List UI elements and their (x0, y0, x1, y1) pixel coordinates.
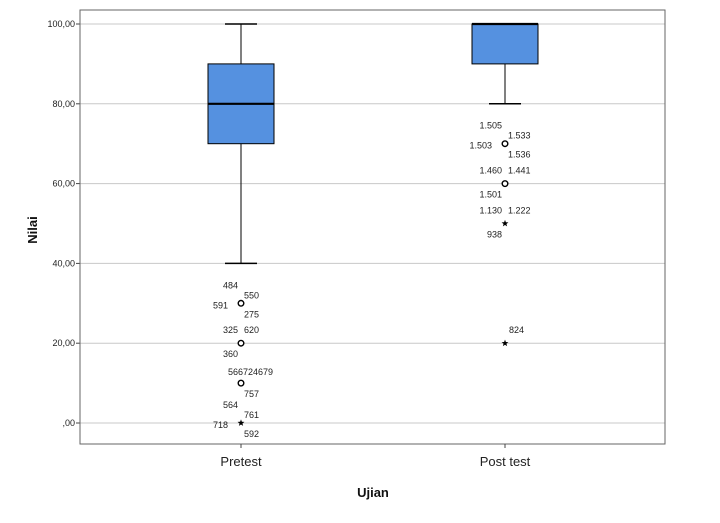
outlier-circle (237, 299, 245, 307)
outlier-circle (501, 180, 509, 188)
y-axis-ticks: ,00 20,00 40,00 60,00 80,00 100,00 (47, 19, 80, 428)
y-tick-label: ,00 (62, 418, 75, 428)
outlier-group: 824 (501, 325, 524, 347)
outlier-group: 325 620 360 (223, 325, 259, 359)
y-tick-label: 80,00 (52, 99, 75, 109)
outlier-label: 757 (244, 389, 259, 399)
outlier-label: 566724679 (228, 367, 273, 377)
outlier-label: 564 (223, 400, 238, 410)
outlier-group: 1.130 1.222 938 (479, 206, 530, 240)
outlier-label: 550 (244, 290, 259, 300)
outlier-label: 1.130 (479, 206, 502, 216)
x-axis-title: Ujian (357, 485, 389, 500)
y-tick-label: 100,00 (47, 19, 75, 29)
outliers: 484 550 591 275 325 620 360 566724679 757 564 761 7… (213, 121, 531, 439)
y-tick-label: 20,00 (52, 338, 75, 348)
outlier-label: 591 (213, 300, 228, 310)
outlier-label: 360 (223, 349, 238, 359)
outlier-label: 1.441 (508, 166, 531, 176)
outlier-label: 824 (509, 325, 524, 335)
x-category-label: Pretest (220, 454, 262, 469)
outlier-group: 484 550 591 275 (213, 280, 259, 319)
outlier-group: 1.460 1.441 1.501 (479, 166, 530, 200)
outlier-label: 718 (213, 420, 228, 430)
outlier-star (501, 339, 509, 347)
box-1 (207, 23, 275, 265)
axes (79, 9, 666, 445)
outlier-label: 938 (487, 230, 502, 240)
y-axis-title: Nilai (25, 216, 40, 243)
outlier-label: 275 (244, 309, 259, 319)
outlier-label: 620 (244, 325, 259, 335)
outlier-label: 325 (223, 325, 238, 335)
outlier-circle (237, 339, 245, 347)
outlier-label: 1.501 (479, 190, 502, 200)
gridlines (80, 23, 665, 424)
outlier-label: 484 (223, 280, 238, 290)
outlier-label: 1.460 (479, 166, 502, 176)
outlier-label: 1.222 (508, 206, 531, 216)
outlier-label: 1.505 (479, 121, 502, 131)
outlier-group: 564 761 718 592 (213, 400, 259, 439)
outlier-group: 1.505 1.533 1.503 1.536 (469, 121, 530, 160)
outlier-label: 1.503 (469, 141, 492, 151)
outlier-group: 566724679 757 (228, 367, 273, 399)
outlier-star (501, 219, 509, 227)
x-category-label: Post test (480, 454, 531, 469)
outlier-label: 1.536 (508, 150, 531, 160)
x-axis-categories: Pretest Post test (220, 444, 531, 469)
outlier-circle (501, 140, 509, 148)
y-tick-label: 60,00 (52, 179, 75, 189)
interquartile-box (471, 23, 539, 65)
outlier-label: 1.533 (508, 131, 531, 141)
outlier-label: 592 (244, 429, 259, 439)
boxes (207, 22, 539, 265)
outlier-circle (237, 379, 245, 387)
plot-frame (79, 9, 666, 445)
outlier-star (237, 419, 245, 426)
outlier-label: 761 (244, 410, 259, 420)
box-2 (471, 22, 539, 105)
y-tick-label: 40,00 (52, 258, 75, 268)
